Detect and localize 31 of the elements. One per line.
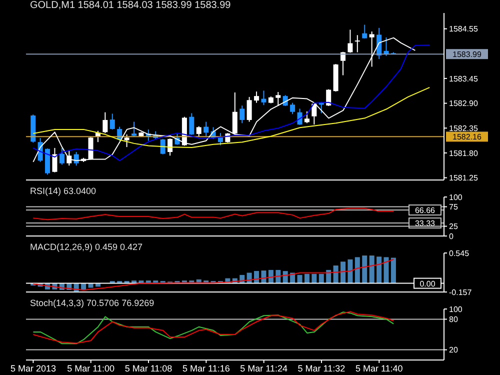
x-tick-label: 5 Mar 11:16 — [182, 363, 230, 374]
y-tick-label: 80 — [449, 315, 458, 324]
y-tick-label: 0 — [449, 232, 454, 241]
y-tick-label: 1581.80 — [449, 148, 478, 158]
ref-line-label: 66.66 — [414, 206, 436, 216]
y-tick-label: 1584.55 — [449, 24, 478, 34]
x-tick-label: 5 Mar 11:24 — [240, 363, 288, 374]
x-tick-label: 5 Mar 11:32 — [298, 363, 346, 374]
ref-line-label: 1582.16 — [452, 132, 482, 142]
y-tick-label: 1582.90 — [449, 99, 478, 108]
x-tick-label: 5 Mar 2013 — [10, 363, 56, 374]
ref-line-label: 1583.99 — [452, 50, 482, 60]
y-tick-label: 75 — [449, 202, 458, 212]
chart-title: Stoch(14,3,3) 70.5706 76.9269 — [30, 298, 154, 309]
y-tick-label: 1583.45 — [449, 74, 478, 84]
y-tick-label: 1581.25 — [449, 174, 478, 183]
y-tick-label: 100 — [449, 304, 463, 314]
ref-line-label: 33.33 — [414, 219, 436, 228]
chart-title: RSI(14) 63.0400 — [30, 186, 96, 197]
x-tick-label: 5 Mar 11:40 — [355, 363, 403, 374]
chart-title: MACD(12,26,9) 0.459 0.427 — [30, 242, 143, 253]
ref-line-label: 0.00 — [420, 279, 436, 288]
y-tick-label: 100 — [449, 192, 463, 202]
y-tick-label: 25 — [449, 222, 458, 232]
y-tick-label: 20 — [449, 346, 458, 355]
chart-title: GOLD,M1 1584.01 1584.03 1583.99 1583.99 — [30, 0, 231, 11]
y-tick-label: -0.157 — [449, 288, 472, 297]
x-tick-label: 5 Mar 11:00 — [67, 363, 115, 374]
y-tick-label: 0.545 — [449, 248, 470, 258]
x-tick-label: 5 Mar 11:08 — [124, 363, 172, 374]
y-tick-label: 1582.35 — [449, 124, 478, 133]
